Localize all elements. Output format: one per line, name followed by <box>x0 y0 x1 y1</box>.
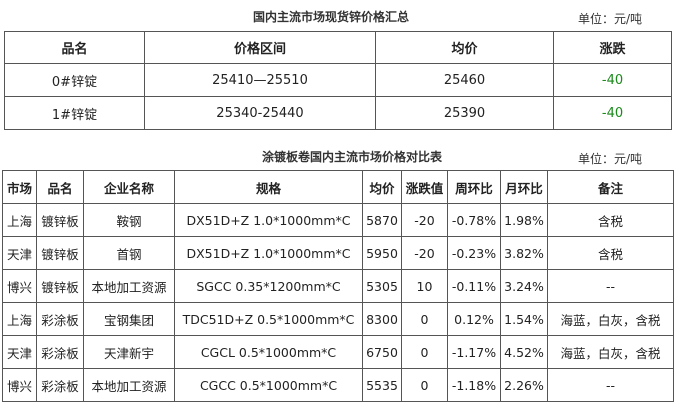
header-market: 市场 <box>2 170 37 204</box>
cell-spec: SGCC 0.35*1200mm*C <box>174 269 363 303</box>
cell-average-price: 8300 <box>362 302 402 336</box>
cell-product: 1#锌锭 <box>4 96 145 130</box>
cell-change-value: 10 <box>401 269 448 303</box>
cell-product: 彩涂板 <box>36 302 84 336</box>
cell-company: 本地加工资源 <box>83 269 175 303</box>
cell-remarks: 海蓝，白灰，含税 <box>547 335 674 369</box>
table-row: 0#锌锭 25410—25510 25460 -40 <box>4 63 672 97</box>
header-product: 品名 <box>4 31 145 64</box>
table-row: 博兴 镀锌板 本地加工资源 SGCC 0.35*1200mm*C 5305 10 -0.11… <box>2 269 674 303</box>
cell-average-price: 5870 <box>362 203 402 237</box>
cell-company: 宝钢集团 <box>83 302 175 336</box>
galvanized-table-title: 涂镀板卷国内主流市场价格对比表 <box>262 150 443 164</box>
cell-week-change: -1.17% <box>447 335 501 369</box>
cell-change-value: 0 <box>401 335 448 369</box>
galvanized-unit-label: 单位：元/吨 <box>578 152 643 166</box>
header-average-price: 均价 <box>375 31 554 64</box>
cell-company: 首钢 <box>83 236 175 270</box>
cell-market: 天津 <box>2 236 37 270</box>
cell-price-range: 25340-25440 <box>144 96 376 130</box>
cell-spec: DX51D+Z 1.0*1000mm*C <box>174 203 363 237</box>
cell-spec: DX51D+Z 1.0*1000mm*C <box>174 236 363 270</box>
cell-company: 本地加工资源 <box>83 368 175 402</box>
header-month-change: 月环比 <box>500 170 548 204</box>
cell-average-price: 5305 <box>362 269 402 303</box>
cell-change-value: -20 <box>401 236 448 270</box>
table-row: 天津 彩涂板 天津新宇 CGCL 0.5*1000mm*C 6750 0 -1.17% 4.5… <box>2 335 674 369</box>
cell-remarks: -- <box>547 269 674 303</box>
summary-unit-label: 单位：元/吨 <box>578 12 643 26</box>
table-row: 1#锌锭 25340-25440 25390 -40 <box>4 96 672 130</box>
table-row: 天津 镀锌板 首钢 DX51D+Z 1.0*1000mm*C 5950 -20 -0.23%… <box>2 236 674 270</box>
header-company: 企业名称 <box>83 170 175 204</box>
cell-remarks: -- <box>547 368 674 402</box>
cell-product: 镀锌板 <box>36 269 84 303</box>
cell-product: 镀锌板 <box>36 236 84 270</box>
header-remarks: 备注 <box>547 170 674 204</box>
coated-steel-price-table: 市场 品名 企业名称 规格 均价 涨跌值 周环比 月环比 备注 上海 镀锌板 鞍钢 D… <box>2 170 674 402</box>
header-change-value: 涨跌值 <box>401 170 448 204</box>
cell-change-value: 0 <box>401 302 448 336</box>
cell-spec: CGCC 0.5*1000mm*C <box>174 368 363 402</box>
cell-market: 上海 <box>2 302 37 336</box>
cell-week-change: -0.11% <box>447 269 501 303</box>
table-row: 博兴 彩涂板 本地加工资源 CGCC 0.5*1000mm*C 5535 0 -1.18% 2… <box>2 368 674 402</box>
cell-average-price: 5950 <box>362 236 402 270</box>
cell-product: 彩涂板 <box>36 368 84 402</box>
cell-spec: TDC51D+Z 0.5*1000mm*C <box>174 302 363 336</box>
cell-week-change: -0.23% <box>447 236 501 270</box>
cell-week-change: 0.12% <box>447 302 501 336</box>
cell-spec: CGCL 0.5*1000mm*C <box>174 335 363 369</box>
cell-average-price: 25460 <box>375 63 554 97</box>
table-row: 上海 彩涂板 宝钢集团 TDC51D+Z 0.5*1000mm*C 8300 0 0.12%… <box>2 302 674 336</box>
cell-product: 彩涂板 <box>36 335 84 369</box>
cell-market: 博兴 <box>2 269 37 303</box>
cell-average-price: 5535 <box>362 368 402 402</box>
cell-product: 镀锌板 <box>36 203 84 237</box>
summary-table-title: 国内主流市场现货锌价格汇总 <box>253 10 410 24</box>
header-spec: 规格 <box>174 170 363 204</box>
cell-month-change: 4.52% <box>500 335 548 369</box>
cell-change-value: 0 <box>401 368 448 402</box>
table-header-row: 市场 品名 企业名称 规格 均价 涨跌值 周环比 月环比 备注 <box>2 170 674 204</box>
table-row: 上海 镀锌板 鞍钢 DX51D+Z 1.0*1000mm*C 5870 -20 -0.78%… <box>2 203 674 237</box>
cell-market: 天津 <box>2 335 37 369</box>
cell-product: 0#锌锭 <box>4 63 145 97</box>
cell-company: 鞍钢 <box>83 203 175 237</box>
cell-remarks: 海蓝，白灰，含税 <box>547 302 674 336</box>
table-header-row: 品名 价格区间 均价 涨跌 <box>4 31 672 64</box>
cell-month-change: 1.98% <box>500 203 548 237</box>
header-price-range: 价格区间 <box>144 31 376 64</box>
cell-month-change: 1.54% <box>500 302 548 336</box>
cell-market: 博兴 <box>2 368 37 402</box>
cell-change-value: -20 <box>401 203 448 237</box>
cell-remarks: 含税 <box>547 203 674 237</box>
header-week-change: 周环比 <box>447 170 501 204</box>
cell-average-price: 25390 <box>375 96 554 130</box>
cell-change: -40 <box>553 96 672 130</box>
header-product: 品名 <box>36 170 84 204</box>
cell-market: 上海 <box>2 203 37 237</box>
zinc-price-summary-table: 品名 价格区间 均价 涨跌 0#锌锭 25410—25510 25460 -40… <box>4 31 672 130</box>
cell-month-change: 3.82% <box>500 236 548 270</box>
cell-month-change: 3.24% <box>500 269 548 303</box>
header-change: 涨跌 <box>553 31 672 64</box>
cell-change: -40 <box>553 63 672 97</box>
cell-price-range: 25410—25510 <box>144 63 376 97</box>
cell-remarks: 含税 <box>547 236 674 270</box>
cell-week-change: -1.18% <box>447 368 501 402</box>
cell-month-change: 2.26% <box>500 368 548 402</box>
cell-company: 天津新宇 <box>83 335 175 369</box>
header-average-price: 均价 <box>362 170 402 204</box>
cell-week-change: -0.78% <box>447 203 501 237</box>
cell-average-price: 6750 <box>362 335 402 369</box>
